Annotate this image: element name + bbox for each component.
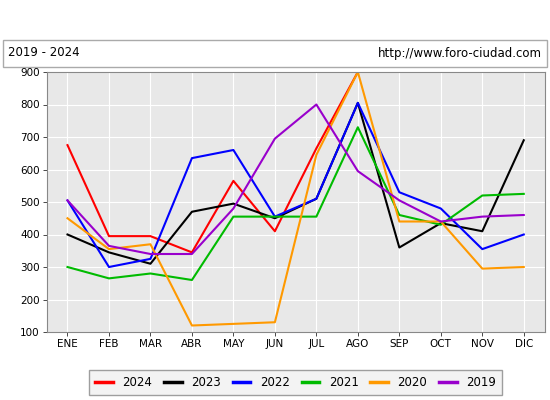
2023 — [479, 229, 486, 234]
2021 — [520, 192, 527, 196]
2024 — [106, 234, 112, 238]
Text: http://www.foro-ciudad.com: http://www.foro-ciudad.com — [378, 46, 542, 60]
Line: 2024: 2024 — [68, 72, 358, 252]
2023 — [355, 100, 361, 105]
2023 — [396, 245, 403, 250]
Line: 2022: 2022 — [68, 103, 524, 267]
2019 — [396, 198, 403, 203]
2020 — [147, 242, 154, 247]
2020 — [396, 219, 403, 224]
Legend: 2024, 2023, 2022, 2021, 2020, 2019: 2024, 2023, 2022, 2021, 2020, 2019 — [89, 370, 502, 395]
2023 — [313, 196, 320, 201]
2024 — [147, 234, 154, 238]
2020 — [106, 247, 112, 252]
2024 — [230, 178, 236, 183]
2019 — [520, 213, 527, 218]
Line: 2020: 2020 — [68, 72, 524, 326]
Line: 2021: 2021 — [68, 127, 524, 280]
2023 — [189, 209, 195, 214]
2020 — [479, 266, 486, 271]
2023 — [520, 138, 527, 143]
2021 — [272, 214, 278, 219]
Line: 2019: 2019 — [68, 104, 524, 254]
2020 — [355, 70, 361, 74]
2019 — [230, 206, 236, 211]
2021 — [355, 125, 361, 130]
2022 — [106, 265, 112, 270]
2022 — [437, 206, 444, 211]
2022 — [520, 232, 527, 237]
2024 — [189, 250, 195, 255]
2022 — [147, 256, 154, 261]
2022 — [396, 190, 403, 195]
2023 — [437, 221, 444, 226]
2020 — [520, 265, 527, 270]
2022 — [355, 100, 361, 105]
Text: 2019 - 2024: 2019 - 2024 — [8, 46, 80, 60]
2022 — [272, 214, 278, 219]
2019 — [272, 136, 278, 141]
2020 — [313, 152, 320, 157]
Line: 2023: 2023 — [68, 103, 524, 264]
2020 — [272, 320, 278, 325]
2021 — [147, 271, 154, 276]
2019 — [355, 169, 361, 174]
2021 — [64, 265, 71, 270]
2024 — [313, 146, 320, 151]
2024 — [355, 70, 361, 74]
2022 — [313, 196, 320, 201]
2019 — [106, 244, 112, 248]
2020 — [437, 219, 444, 224]
2019 — [479, 214, 486, 219]
Text: Evolucion Nº Turistas Nacionales en el municipio de Belvís de Monroy: Evolucion Nº Turistas Nacionales en el m… — [24, 12, 526, 26]
2019 — [147, 252, 154, 256]
2023 — [230, 201, 236, 206]
2019 — [189, 252, 195, 256]
2019 — [313, 102, 320, 107]
2022 — [479, 247, 486, 252]
2023 — [272, 216, 278, 221]
2021 — [106, 276, 112, 281]
2021 — [313, 214, 320, 219]
2020 — [189, 323, 195, 328]
2020 — [230, 322, 236, 326]
2021 — [437, 222, 444, 227]
2021 — [479, 193, 486, 198]
2020 — [64, 216, 71, 221]
2023 — [64, 232, 71, 237]
2019 — [64, 198, 71, 203]
2022 — [230, 148, 236, 152]
2023 — [106, 250, 112, 255]
2023 — [147, 261, 154, 266]
2024 — [64, 143, 71, 148]
2022 — [189, 156, 195, 160]
2019 — [437, 219, 444, 224]
2022 — [64, 198, 71, 203]
2024 — [272, 229, 278, 234]
2021 — [396, 213, 403, 218]
2021 — [189, 278, 195, 282]
2021 — [230, 214, 236, 219]
